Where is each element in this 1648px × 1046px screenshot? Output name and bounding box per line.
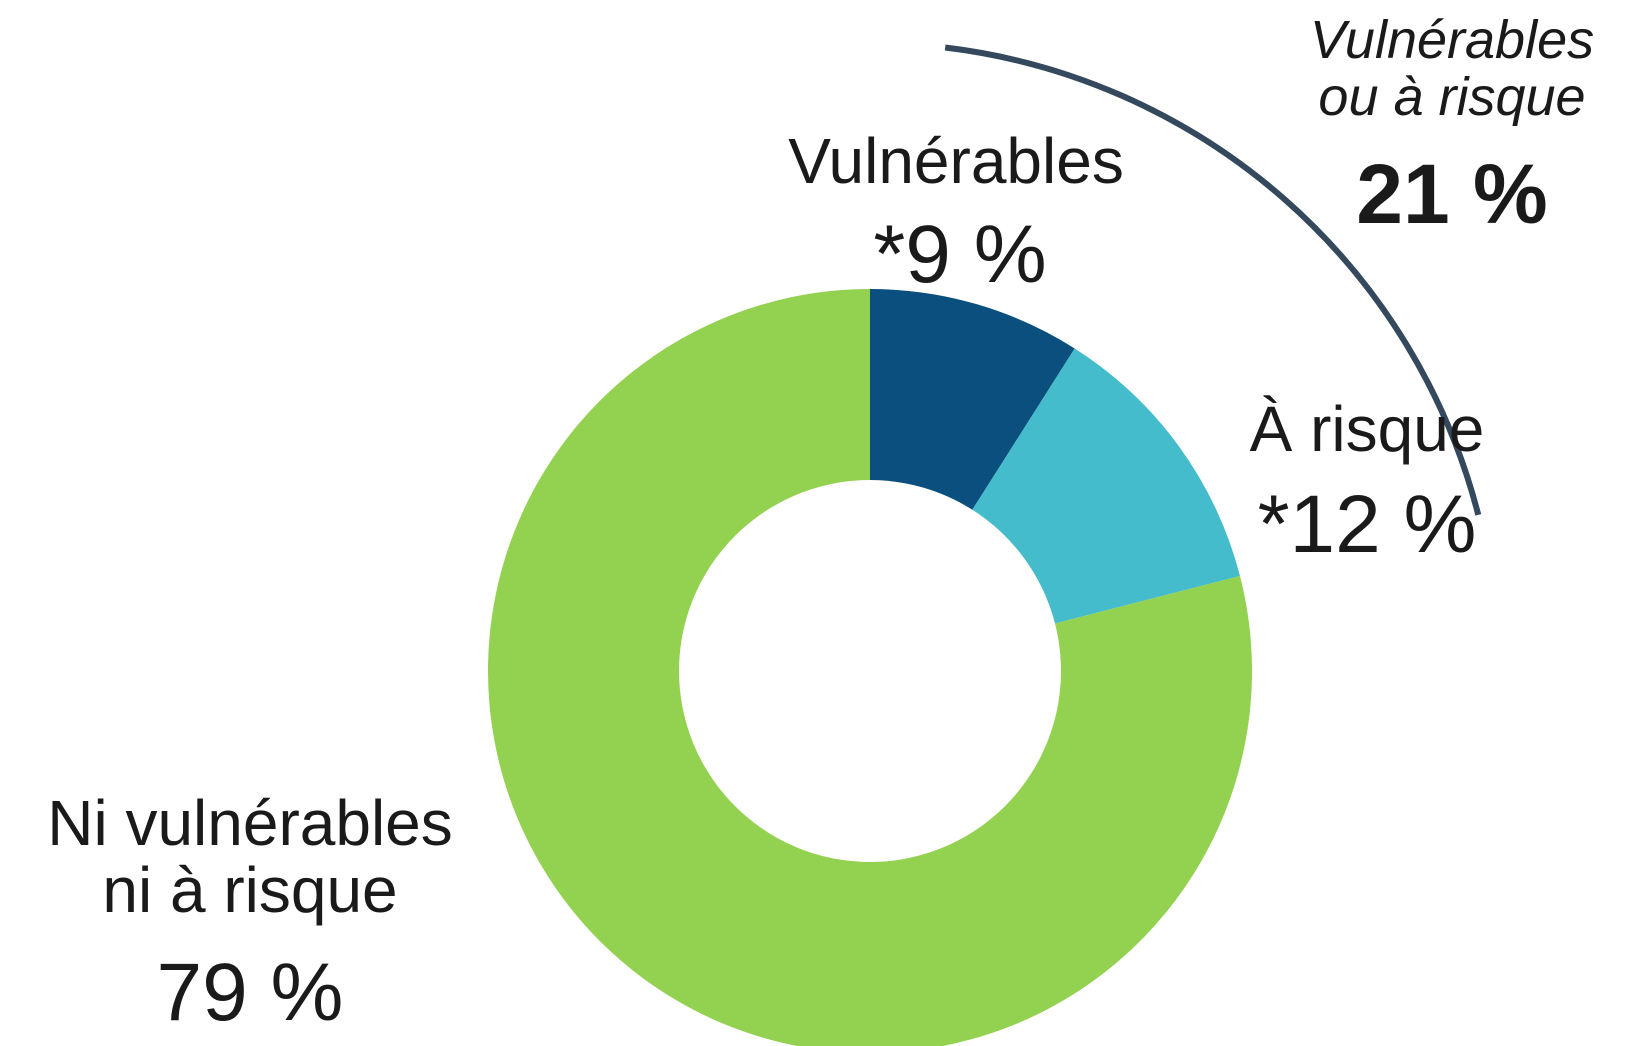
category-label: Ni vulnérables ni à risque	[47, 787, 453, 927]
annotation-text: Vulnérables ou à risque	[1309, 10, 1595, 127]
value-label: 79 %	[156, 947, 344, 1038]
value-label: *12 %	[1257, 479, 1477, 570]
value-label: *9 %	[873, 209, 1047, 300]
annotation-value: 21 %	[1356, 147, 1548, 241]
donut-segment	[972, 348, 1240, 624]
annotation-arc	[944, 44, 1482, 516]
donut-segment	[488, 289, 1252, 1046]
category-label: À risque	[1249, 393, 1485, 465]
category-label: Vulnérables	[788, 125, 1124, 197]
donut-segment	[870, 289, 1075, 510]
